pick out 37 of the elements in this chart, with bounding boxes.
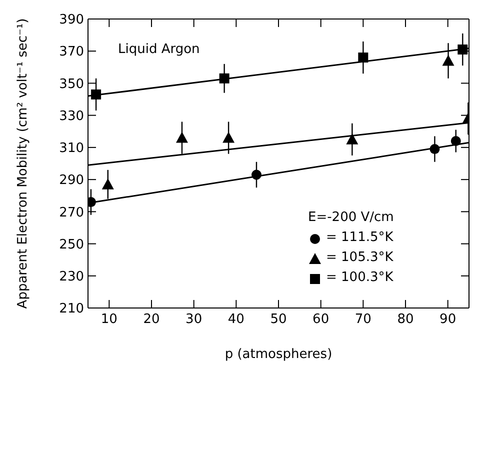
y-tick-label: 250	[59, 237, 84, 252]
point	[346, 133, 358, 144]
legend-label: = 105.3°K	[326, 249, 394, 267]
point	[450, 136, 461, 146]
x-tick-label: 90	[440, 312, 456, 328]
point	[102, 178, 114, 190]
point	[91, 89, 102, 100]
y-tick-label: 310	[59, 141, 84, 156]
y-tick-label: 270	[59, 205, 84, 220]
point	[176, 132, 188, 143]
legend-label: = 111.5°K	[326, 229, 394, 247]
x-tick-label: 80	[397, 312, 414, 328]
x-tick-label: 40	[228, 312, 244, 328]
y-tick-label: 230	[59, 270, 84, 285]
x-tick-label: 70	[354, 312, 372, 328]
point	[430, 144, 440, 154]
x-axis-title: p (atmospheres)	[224, 347, 332, 362]
point	[358, 52, 368, 63]
y-tick-label: 370	[59, 44, 84, 60]
legend-title: E=-200 V/cm	[308, 209, 394, 227]
x-tick-label: 10	[100, 312, 118, 328]
y-tick-label: 350	[59, 76, 84, 92]
y-tick-label: 290	[59, 173, 84, 188]
point	[222, 132, 235, 143]
y-tick-label: 330	[59, 108, 84, 124]
point	[219, 73, 230, 84]
x-tick-label: 60	[312, 312, 330, 328]
point	[442, 54, 454, 66]
x-tick-label: 30	[186, 312, 202, 328]
y-axis-title: Apparent Electron Mobility (cm² volt⁻¹ sec⁻¹)	[16, 18, 31, 309]
legend-label: = 100.3°K	[326, 269, 394, 287]
point	[251, 170, 262, 180]
x-tick-label: 50	[270, 312, 287, 328]
annotation: Liquid Argon	[118, 42, 200, 57]
y-tick-label: 390	[59, 12, 84, 28]
x-tick-label: 20	[143, 312, 160, 328]
y-tick-label: 210	[59, 302, 84, 317]
